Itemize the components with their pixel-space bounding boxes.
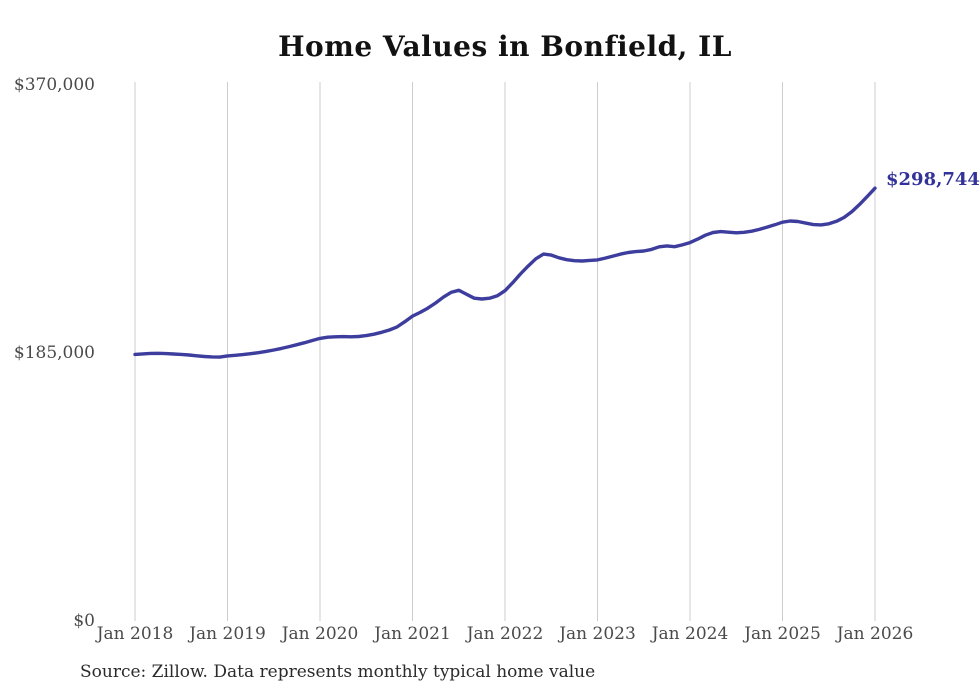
y-axis-tick: $185,000 <box>13 343 95 363</box>
x-axis-tick: Jan 2023 <box>559 624 636 644</box>
x-axis-tick: Jan 2019 <box>189 624 266 644</box>
x-axis-tick: Jan 2021 <box>374 624 451 644</box>
source-note: Source: Zillow. Data represents monthly … <box>80 662 596 682</box>
chart-title: Home Values in Bonfield, IL <box>278 30 732 63</box>
series-line <box>133 186 877 359</box>
x-axis-tick: Jan 2025 <box>744 624 821 644</box>
x-axis-tick: Jan 2020 <box>281 624 359 644</box>
y-axis-tick: $370,000 <box>13 75 95 95</box>
x-axis-tick: Jan 2024 <box>651 624 729 644</box>
x-axis-tick: Jan 2018 <box>96 624 174 644</box>
end-value-label: $298,744 <box>886 169 980 191</box>
x-axis-tick: Jan 2026 <box>836 624 914 644</box>
y-axis-tick: $0 <box>73 611 95 631</box>
x-axis-tick: Jan 2022 <box>466 624 544 644</box>
